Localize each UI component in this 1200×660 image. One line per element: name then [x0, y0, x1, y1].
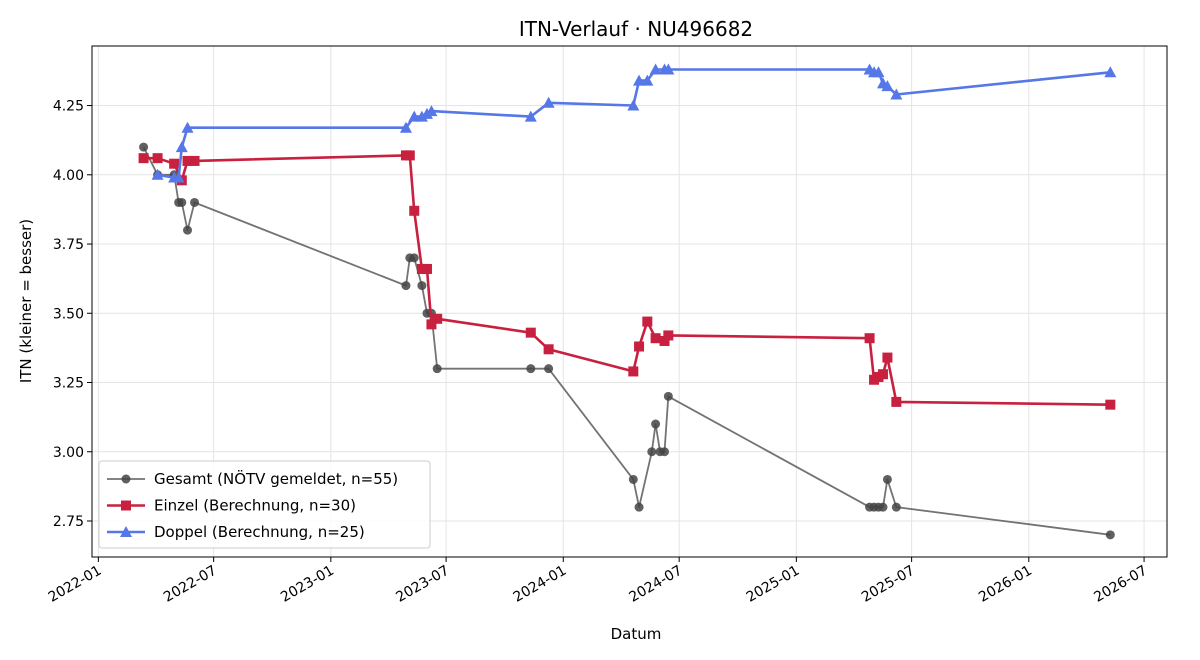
data-point — [659, 335, 670, 346]
data-point — [409, 253, 419, 263]
y-tick-label: 3.50 — [53, 306, 84, 322]
legend-label: Gesamt (NÖTV gemeldet, n=55) — [154, 469, 398, 488]
y-tick-label: 3.75 — [53, 237, 84, 253]
data-point — [175, 141, 188, 153]
data-point — [660, 447, 670, 457]
legend-marker — [120, 526, 132, 537]
data-point — [152, 153, 163, 164]
data-point — [651, 419, 661, 429]
legend-entry: Doppel (Berechnung, n=25) — [107, 523, 365, 541]
data-point — [662, 63, 675, 75]
data-point — [399, 121, 412, 133]
data-point — [409, 205, 420, 216]
data-point — [404, 150, 415, 161]
data-point — [432, 364, 442, 374]
data-point — [408, 110, 421, 122]
data-point — [663, 391, 673, 401]
data-point — [628, 366, 639, 377]
data-point — [627, 99, 640, 111]
data-point — [628, 474, 638, 484]
data-point — [877, 369, 888, 380]
y-tick-label: 3.25 — [53, 376, 84, 392]
data-point — [181, 121, 194, 133]
data-point — [417, 281, 427, 291]
data-point — [426, 319, 437, 330]
data-point — [882, 352, 893, 363]
data-point — [190, 197, 200, 207]
data-point — [189, 155, 200, 166]
data-point — [634, 502, 644, 512]
data-point — [650, 333, 661, 344]
data-point — [641, 74, 654, 86]
data-point — [544, 364, 554, 374]
data-point — [881, 80, 894, 92]
series-layer — [138, 63, 1117, 540]
data-point — [425, 105, 438, 117]
data-point — [634, 341, 645, 352]
data-point — [432, 313, 443, 324]
y-axis-label: ITN (kleiner = besser) — [17, 219, 35, 383]
legend-label: Doppel (Berechnung, n=25) — [154, 523, 365, 541]
data-point — [139, 142, 149, 152]
data-point — [172, 171, 185, 183]
data-point — [542, 96, 555, 108]
data-point — [543, 344, 554, 355]
data-point — [878, 502, 888, 512]
y-tick-label: 4.00 — [53, 168, 84, 184]
data-point — [891, 502, 901, 512]
data-point — [169, 158, 180, 169]
data-point — [647, 447, 657, 457]
data-point — [415, 110, 428, 122]
data-point — [649, 63, 662, 75]
data-point — [177, 197, 187, 207]
data-point — [183, 225, 193, 235]
series-triangle — [151, 63, 1117, 183]
data-point — [882, 474, 892, 484]
x-axis-label: Datum — [611, 625, 662, 643]
data-point — [864, 333, 875, 344]
legend-marker — [121, 474, 131, 484]
legend-entry: Gesamt (NÖTV gemeldet, n=55) — [107, 469, 398, 488]
data-point — [872, 66, 885, 78]
data-point — [182, 155, 193, 166]
data-point — [416, 263, 427, 274]
legend-marker — [121, 500, 131, 511]
data-point — [891, 396, 902, 407]
data-point — [890, 88, 903, 100]
data-point — [1105, 530, 1115, 540]
chart-title: ITN-Verlauf · NU496682 — [519, 17, 753, 41]
y-tick-label: 2.75 — [53, 514, 84, 530]
data-point — [526, 364, 536, 374]
data-point — [151, 168, 164, 180]
data-point — [138, 153, 149, 164]
legend-label: Einzel (Berechnung, n=30) — [154, 497, 356, 515]
legend: Gesamt (NÖTV gemeldet, n=55) Einzel (Bere… — [98, 460, 431, 549]
legend-entry: Einzel (Berechnung, n=30) — [107, 497, 356, 515]
plot-frame — [91, 45, 1168, 558]
y-tick-label: 3.00 — [53, 445, 84, 461]
y-tick-label: 4.25 — [53, 99, 84, 115]
data-point — [1104, 66, 1117, 78]
data-point — [421, 263, 432, 274]
legend-box — [98, 460, 431, 549]
data-point — [525, 327, 536, 338]
data-point — [524, 110, 537, 122]
data-point — [633, 74, 646, 86]
data-point — [663, 330, 674, 341]
data-point — [1105, 399, 1116, 410]
data-point — [642, 316, 653, 327]
data-point — [401, 281, 411, 291]
